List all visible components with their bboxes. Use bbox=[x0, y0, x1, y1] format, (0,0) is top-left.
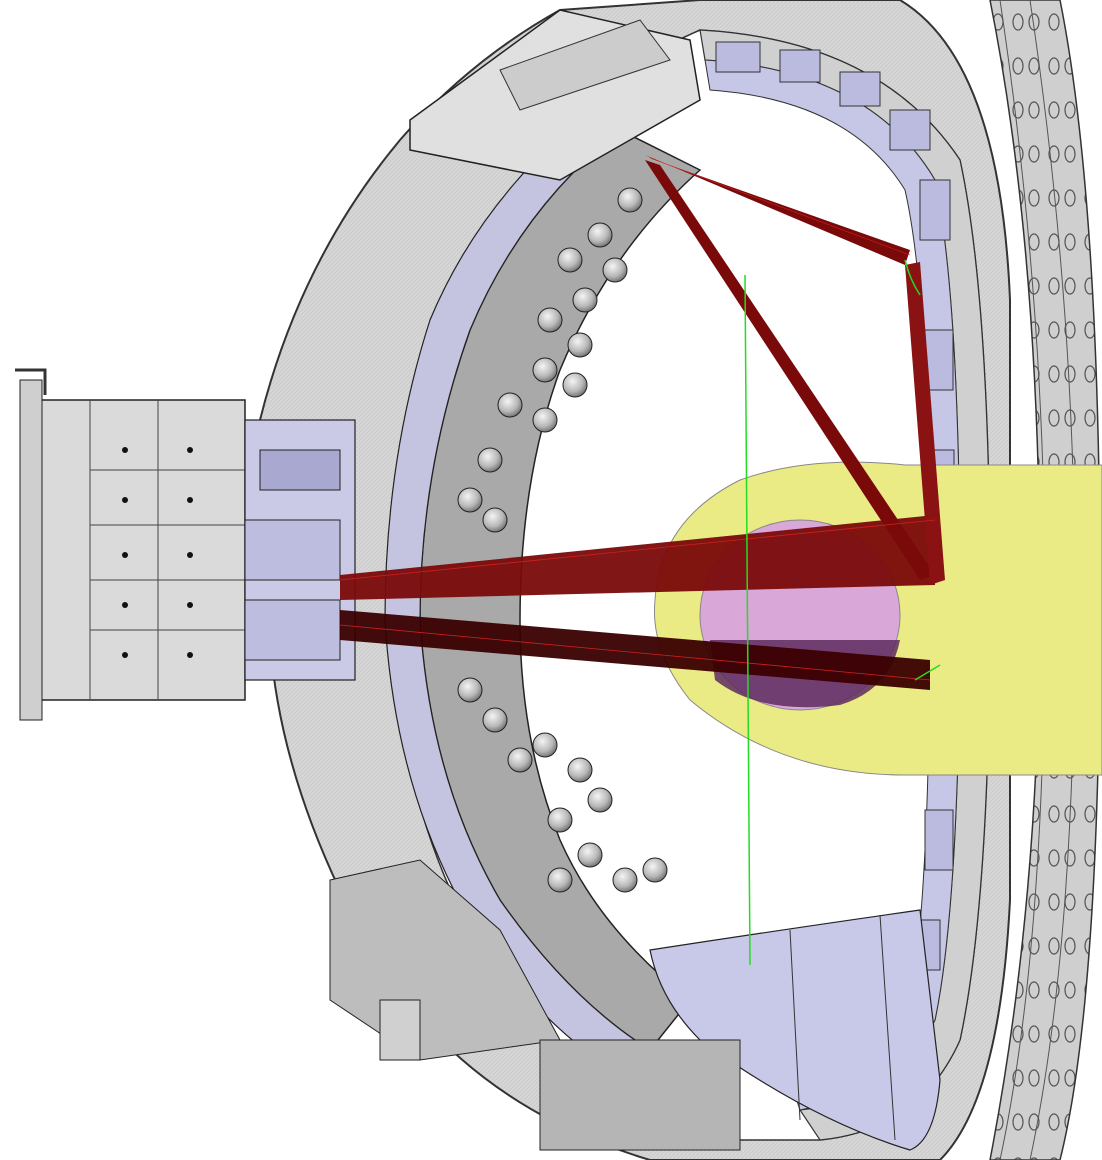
green-sightline bbox=[744, 259, 941, 966]
upper-port-block bbox=[409, 9, 701, 181]
divertor-cassette bbox=[649, 909, 941, 1151]
sightline-rays bbox=[339, 155, 945, 690]
lower-port-structure bbox=[329, 859, 741, 1151]
inboard-bosses bbox=[457, 187, 668, 893]
equatorial-port-plug bbox=[15, 368, 356, 721]
